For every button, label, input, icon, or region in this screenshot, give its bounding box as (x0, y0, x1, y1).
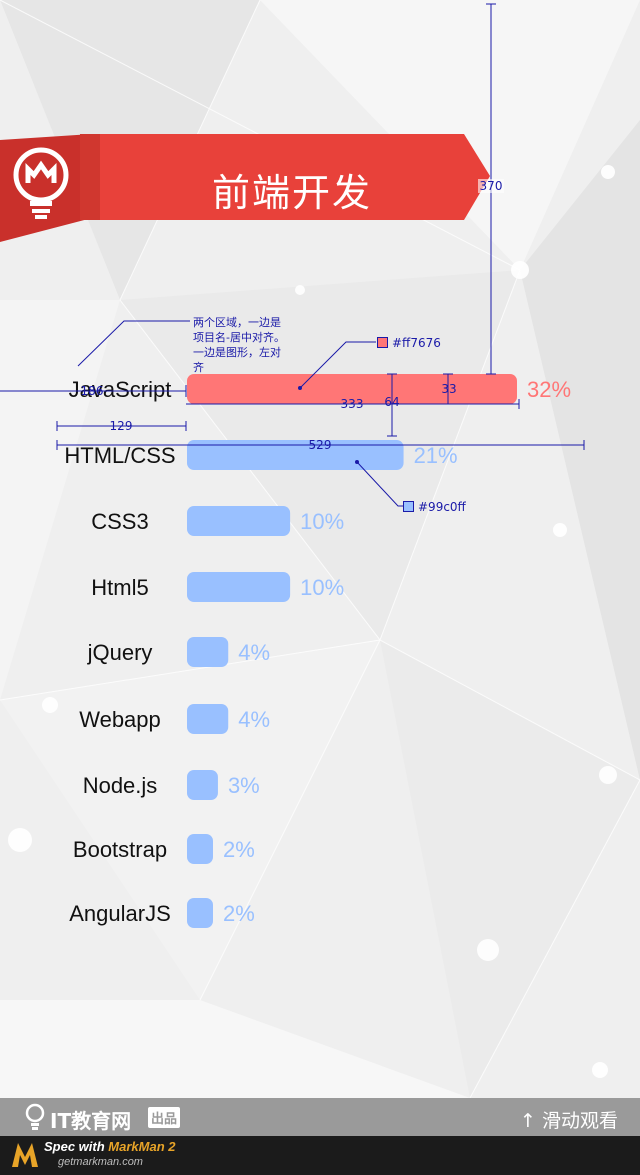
bar (187, 572, 291, 602)
page-title: 前端开发 (212, 171, 373, 215)
bar-value-label: 2% (223, 901, 255, 926)
bar-value-label: 21% (414, 443, 458, 468)
markman-bar: Spec with MarkMan 2 getmarkman.com (0, 1136, 640, 1175)
bar-value-label: 10% (300, 575, 344, 600)
lightbulb-small-icon (25, 1103, 45, 1130)
bar (187, 834, 213, 864)
markman-url: getmarkman.com (58, 1156, 143, 1168)
bar-label: jQuery (87, 640, 153, 665)
bar-value-label: 3% (228, 773, 260, 798)
bar (187, 506, 291, 536)
footer-tag: 出品 (148, 1107, 181, 1128)
bar-label: Node.js (83, 773, 158, 798)
scroll-hint[interactable]: ↑ 滑动观看 (520, 1110, 618, 1132)
bar-chart: JavaScript 32% HTML/CSS 21% CSS3 10% Html5 10% j… (64, 374, 571, 928)
bar (187, 637, 229, 667)
bar-value-label: 4% (238, 707, 270, 732)
layout-note: 两个区域，一边是项目名-居中对齐。一边是图形，左对齐 (193, 316, 285, 374)
bar-label: Html5 (91, 575, 148, 600)
bar-value-label: 2% (223, 837, 255, 862)
footer-brand: IT教育网 (50, 1109, 132, 1133)
bar (187, 374, 517, 404)
arrow-up-icon: ↑ (520, 1110, 536, 1132)
bar (187, 898, 213, 928)
bar-label: JavaScript (69, 377, 172, 402)
title-banner (0, 134, 490, 242)
bar-label: Bootstrap (73, 837, 167, 862)
swatch-blue-icon (403, 501, 414, 512)
swatch-blue-label: #99c0ff (403, 500, 466, 514)
bar (187, 440, 404, 470)
bar-value-label: 32% (527, 377, 571, 402)
markman-title: Spec with MarkMan 2 (44, 1139, 176, 1154)
bar (187, 770, 218, 800)
footer-bar: IT教育网 出品 ↑ 滑动观看 (0, 1098, 640, 1136)
lightbulb-icon (13, 147, 69, 219)
markman-logo-icon (12, 1143, 38, 1167)
swatch-red-icon (377, 337, 388, 348)
bar-label: HTML/CSS (64, 443, 175, 468)
bar (187, 704, 229, 734)
bar-label: Webapp (79, 707, 161, 732)
swatch-red-label: #ff7676 (377, 336, 441, 350)
bar-value-label: 10% (300, 509, 344, 534)
bar-label: AngularJS (69, 901, 171, 926)
bar-label: CSS3 (91, 509, 148, 534)
bar-value-label: 4% (238, 640, 270, 665)
